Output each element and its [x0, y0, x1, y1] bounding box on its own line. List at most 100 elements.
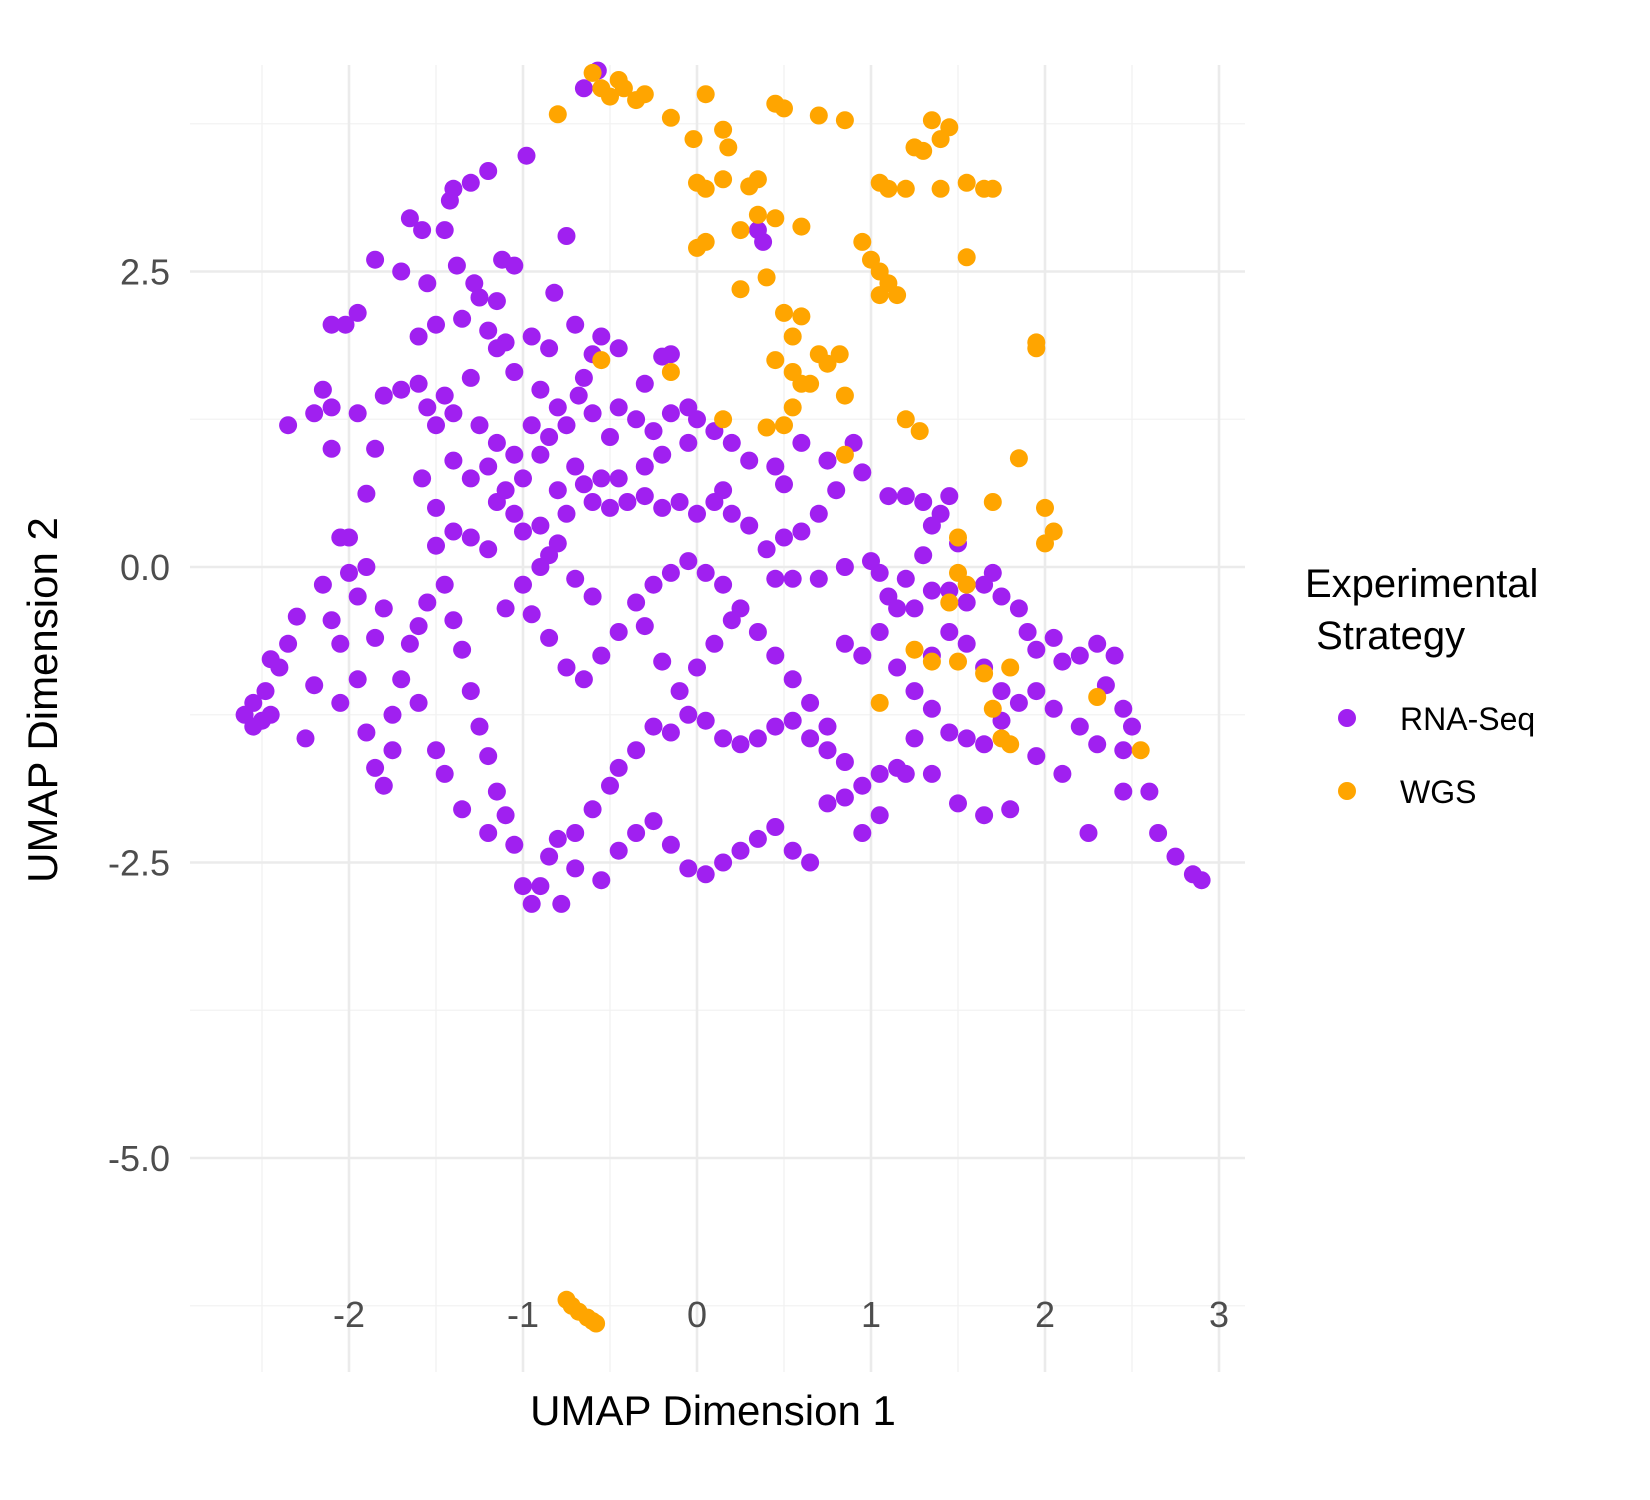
data-point: [592, 351, 611, 370]
data-point: [548, 398, 567, 417]
data-point: [261, 650, 280, 669]
data-point: [748, 623, 767, 641]
data-point: [1079, 824, 1098, 842]
data-point: [914, 546, 933, 565]
data-point: [479, 162, 498, 180]
data-point: [1018, 623, 1037, 641]
data-point: [487, 782, 506, 801]
data-point: [587, 1314, 606, 1333]
data-point: [879, 487, 898, 506]
data-point: [357, 484, 376, 503]
data-point: [809, 504, 828, 523]
data-point: [835, 111, 854, 130]
data-point: [548, 534, 567, 553]
data-point: [1027, 333, 1046, 352]
data-point: [505, 835, 524, 854]
data-point: [896, 764, 915, 783]
data-point: [1105, 646, 1124, 665]
data-point: [818, 451, 837, 470]
data-point: [983, 563, 1002, 582]
data-point: [531, 516, 550, 535]
data-point: [340, 563, 358, 582]
data-point: [888, 286, 907, 305]
data-point: [427, 315, 445, 334]
data-point: [305, 404, 324, 423]
data-point: [487, 493, 506, 511]
data-point: [688, 410, 706, 429]
data-point: [783, 398, 802, 417]
data-point: [949, 652, 967, 671]
data-point: [435, 575, 454, 594]
data-point: [392, 262, 411, 281]
data-point: [557, 416, 576, 435]
data-point: [714, 170, 733, 189]
data-point: [627, 741, 646, 760]
data-point: [487, 433, 506, 452]
y-tick-label: -2.5: [108, 843, 170, 884]
data-point: [531, 558, 550, 576]
data-point: [1053, 652, 1072, 671]
data-point: [783, 569, 802, 588]
data-point: [609, 469, 628, 488]
data-point: [748, 170, 767, 189]
data-point: [366, 439, 385, 458]
data-point: [418, 274, 437, 293]
data-point: [287, 607, 306, 626]
data-point: [566, 824, 585, 842]
data-point: [505, 504, 524, 523]
data-point: [566, 457, 585, 476]
data-point: [853, 232, 872, 251]
data-point: [444, 451, 463, 470]
data-point: [583, 587, 602, 606]
data-point: [1088, 688, 1107, 706]
data-point: [461, 469, 480, 488]
data-point: [418, 398, 437, 417]
data-point: [783, 841, 802, 860]
data-point: [461, 682, 480, 701]
data-point: [870, 693, 889, 712]
data-point: [940, 593, 959, 612]
data-point: [348, 404, 367, 423]
data-point: [557, 227, 576, 245]
data-point: [322, 315, 341, 334]
data-point: [444, 522, 463, 541]
data-point: [722, 433, 741, 452]
data-point: [696, 179, 715, 198]
data-point: [1036, 498, 1054, 517]
data-point: [548, 481, 567, 500]
data-point: [514, 469, 532, 488]
data-point: [731, 841, 750, 860]
data-point: [853, 776, 872, 795]
data-point: [1140, 782, 1159, 801]
data-point: [1166, 847, 1185, 866]
data-point: [835, 386, 854, 405]
data-point: [1036, 534, 1054, 553]
legend-label-wgs: WGS: [1400, 774, 1476, 810]
data-point: [531, 877, 550, 896]
y-axis-title: UMAP Dimension 2: [19, 517, 66, 883]
data-point: [348, 670, 367, 689]
data-point: [531, 380, 550, 399]
x-tick-label: 2: [1035, 1294, 1055, 1335]
data-point: [688, 658, 706, 677]
data-point: [409, 374, 428, 393]
data-point: [922, 652, 941, 671]
data-point: [792, 522, 811, 541]
data-point: [366, 758, 385, 777]
data-point: [714, 729, 733, 748]
x-tick-label: 1: [861, 1294, 881, 1335]
data-point: [1070, 646, 1089, 665]
data-point: [340, 528, 358, 547]
data-point: [1114, 741, 1133, 760]
data-point: [949, 528, 967, 547]
data-point: [853, 646, 872, 665]
data-point: [731, 221, 750, 240]
data-point: [601, 428, 619, 446]
data-point: [1001, 658, 1020, 677]
data-point: [487, 339, 506, 358]
data-point: [757, 540, 776, 559]
data-point: [1192, 871, 1211, 890]
data-point: [574, 670, 593, 689]
data-point: [696, 85, 715, 104]
data-point: [444, 179, 463, 198]
